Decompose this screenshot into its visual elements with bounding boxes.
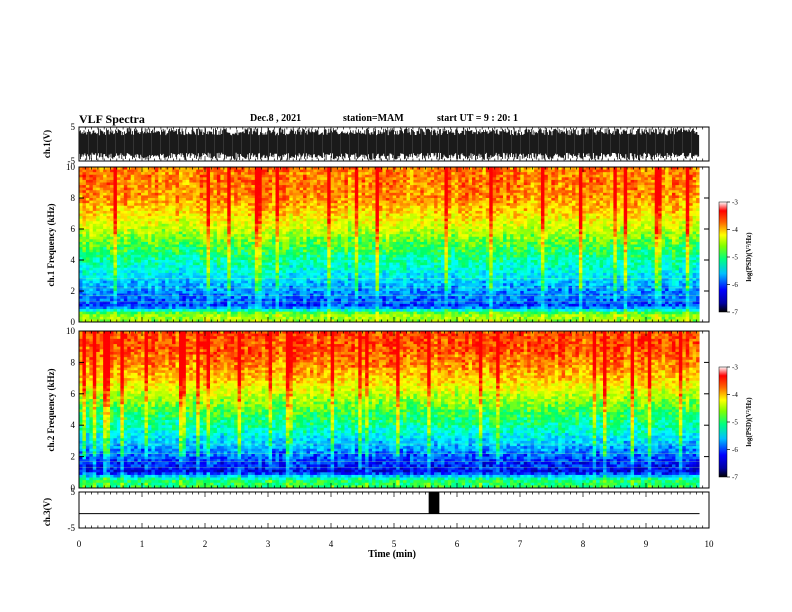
colorbar-tick-label: -5: [732, 419, 738, 427]
colorbar-tick-label: -6: [732, 446, 738, 454]
ch1-waveform-trace: [80, 128, 699, 160]
ch2-freq-ylabel: ch.2 Frequency (kHz): [46, 368, 56, 451]
colorbar-tick-label: -7: [732, 474, 738, 482]
x-axis-label: Time (min): [368, 549, 416, 560]
ch3-waveform-panel: 5 -5: [68, 487, 710, 533]
ch1-waveform-panel: 5-5: [68, 122, 710, 166]
x-tick-label: 2: [203, 539, 208, 549]
y-tick-label: 5: [71, 122, 76, 132]
x-tick-label: 3: [266, 539, 271, 549]
y-tick-label: 2: [71, 452, 76, 462]
y-tick-label: 10: [66, 326, 76, 336]
x-tick-label: 4: [329, 539, 334, 549]
x-tick-label: 8: [581, 539, 586, 549]
colorbar-tick-label: -3: [732, 364, 738, 372]
y-tick-label: 4: [71, 420, 76, 430]
colorbar-tick-label: -3: [732, 199, 738, 207]
x-tick-label: 6: [455, 539, 460, 549]
ch1-freq-ylabel: ch.1 Frequency (kHz): [46, 203, 56, 286]
ch3-pulse: [429, 492, 440, 514]
y-tick-label: 2: [71, 286, 76, 296]
y-tick-label: 5: [71, 487, 76, 497]
y-tick-label: -5: [68, 523, 76, 533]
ch2-colorbar-label: log(PSD)(V²/Hz): [745, 397, 753, 447]
ch2-colorbar: -3 -4 -5 -6 -7 log(PSD)(V²/Hz): [719, 364, 753, 482]
x-tick-label: 5: [392, 539, 397, 549]
y-tick-label: 6: [71, 389, 76, 399]
colorbar-tick-label: -4: [732, 391, 738, 399]
y-tick-label: 8: [71, 193, 76, 203]
time-axis: 0 1 2 3 4 5 6 7 8 9 10: [77, 539, 714, 549]
x-tick-label: 0: [77, 539, 82, 549]
x-tick-label: 1: [140, 539, 145, 549]
y-tick-label: 8: [71, 357, 76, 367]
colorbar-tick-label: -6: [732, 281, 738, 289]
ch1-ylabel: ch.1(V): [42, 130, 52, 158]
colorbar-tick-label: -7: [732, 309, 738, 317]
x-tick-label: 10: [705, 539, 715, 549]
x-tick-label: 9: [644, 539, 649, 549]
y-tick-label: 10: [66, 162, 76, 172]
x-tick-label: 7: [518, 539, 523, 549]
ch1-colorbar: -3 -4 -5 -6 -7 log(PSD)(V²/Hz): [719, 199, 753, 317]
ch1-colorbar-label: log(PSD)(V²/Hz): [745, 232, 753, 282]
colorbar-tick-label: -5: [732, 254, 738, 262]
ch3-ylabel: ch.3(V): [42, 498, 52, 526]
y-tick-label: 4: [71, 255, 76, 265]
y-tick-label: 6: [71, 224, 76, 234]
colorbar-tick-label: -4: [732, 226, 738, 234]
